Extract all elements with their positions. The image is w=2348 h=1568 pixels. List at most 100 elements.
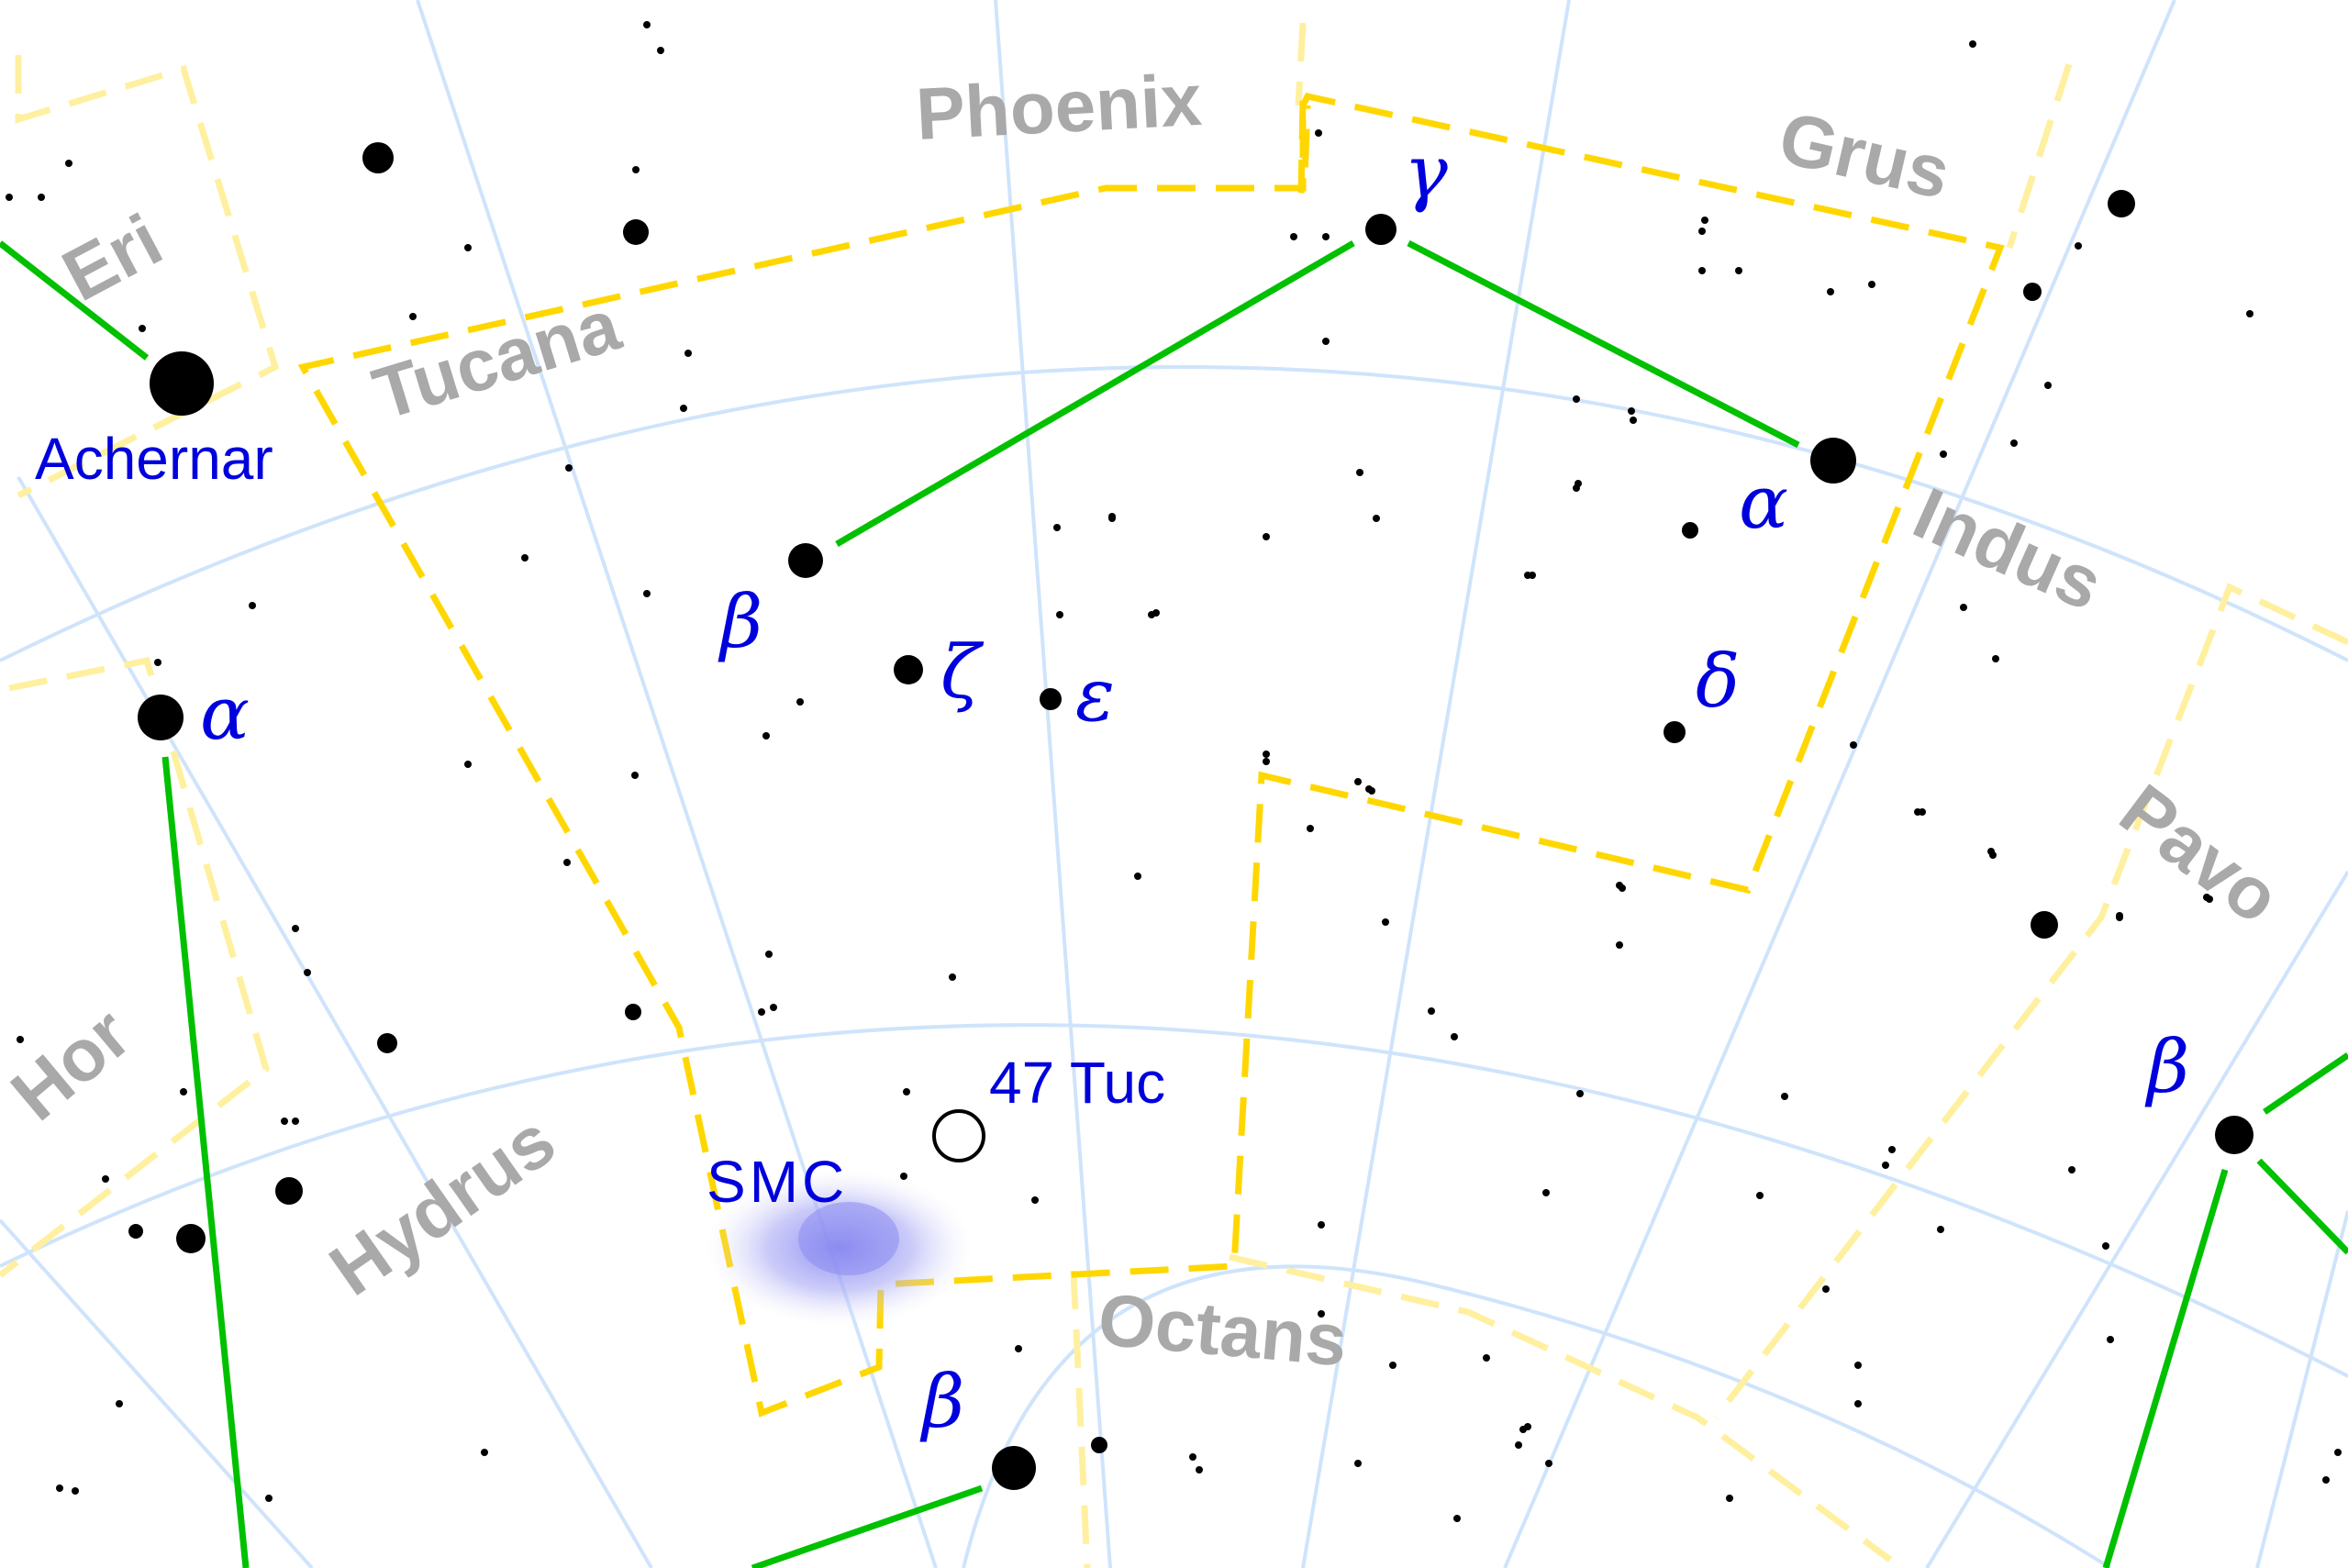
faint-star xyxy=(249,602,256,609)
star-medium xyxy=(275,1177,303,1205)
star-medium xyxy=(1682,522,1698,539)
neighbor-boundaries xyxy=(0,22,2348,1568)
label-epsilon-tuc: ε xyxy=(1075,652,1115,738)
faint-star xyxy=(1827,288,1834,295)
faint-star xyxy=(1619,884,1626,892)
faint-star xyxy=(657,47,664,54)
faint-star xyxy=(292,925,299,932)
octans-pavo-boundary xyxy=(1070,1270,1091,1568)
stick-eri xyxy=(0,240,150,361)
stick-gamma-alpha xyxy=(1407,239,1800,449)
faint-star xyxy=(1382,918,1389,926)
star-medium xyxy=(362,142,394,173)
label-beta-tuc: β xyxy=(718,579,762,664)
label-alpha-hyi: α xyxy=(200,671,250,756)
faint-star xyxy=(1524,1423,1531,1430)
faint-star xyxy=(1726,1495,1733,1502)
constellation-lines xyxy=(0,239,2348,1568)
faint-star xyxy=(1015,1345,1022,1352)
faint-star xyxy=(102,1175,109,1183)
faint-star xyxy=(265,1495,273,1502)
star-medium xyxy=(623,219,649,245)
faint-star xyxy=(1735,267,1742,274)
faint-star xyxy=(2322,1476,2330,1484)
faint-stars xyxy=(6,21,2342,1522)
faint-star xyxy=(1373,515,1380,522)
label-hor: Hor xyxy=(0,992,145,1136)
faint-star xyxy=(900,1173,907,1180)
faint-star xyxy=(17,1036,24,1043)
faint-star xyxy=(1919,808,1926,816)
star-gamma-tuc xyxy=(1365,214,1397,245)
star-alpha-hyi xyxy=(138,695,184,740)
faint-star xyxy=(154,659,161,666)
faint-star xyxy=(281,1118,288,1125)
faint-star xyxy=(1960,604,1967,611)
faint-star xyxy=(1134,873,1141,880)
faint-star xyxy=(1515,1441,1522,1449)
stick-hydrus-beta xyxy=(751,1485,984,1568)
faint-star xyxy=(1189,1453,1196,1461)
faint-star xyxy=(903,1088,910,1095)
faint-star xyxy=(2044,382,2052,389)
eridanus-boundary xyxy=(15,55,280,499)
label-delta-tuc: δ xyxy=(1696,639,1740,724)
label-smc: SMC xyxy=(707,1149,848,1215)
star-medium xyxy=(2031,911,2058,939)
stick-pavo-1 xyxy=(2263,1052,2348,1115)
faint-star xyxy=(1263,751,1270,758)
faint-star xyxy=(949,973,956,981)
faint-star xyxy=(1940,450,1947,458)
faint-star xyxy=(1616,941,1623,949)
faint-star xyxy=(1868,281,1875,288)
star-beta-hyi xyxy=(992,1446,1036,1490)
grid-ra-line-1 xyxy=(416,0,938,1568)
faint-star xyxy=(1854,1362,1862,1369)
star-alpha-tuc xyxy=(1810,438,1856,484)
grid-dec-circle-1 xyxy=(0,365,2348,662)
faint-star xyxy=(1573,484,1580,492)
faint-star xyxy=(1290,233,1297,240)
faint-star xyxy=(762,732,770,740)
faint-star xyxy=(2107,1336,2114,1343)
faint-star xyxy=(1576,1090,1584,1097)
star-epsilon-tuc xyxy=(1040,688,1062,710)
faint-star xyxy=(1318,1310,1325,1318)
horologium-boundary xyxy=(0,656,271,1278)
stick-pavo-3 xyxy=(2102,1168,2229,1568)
faint-star xyxy=(72,1487,79,1495)
star-beta-pav xyxy=(2215,1116,2253,1154)
faint-star xyxy=(1389,1362,1397,1369)
faint-star xyxy=(1992,655,1999,662)
faint-star xyxy=(565,464,573,472)
grid-dec-circle-3 xyxy=(962,1264,2112,1568)
faint-star xyxy=(684,350,692,357)
faint-star xyxy=(2068,1166,2075,1173)
star-medium xyxy=(377,1033,397,1053)
faint-star xyxy=(139,325,146,332)
faint-star xyxy=(1483,1354,1490,1362)
faint-star xyxy=(304,969,311,976)
faint-star xyxy=(1318,1221,1325,1229)
label-alpha-tuc: α xyxy=(1739,460,1788,545)
faint-star xyxy=(1822,1285,1830,1293)
faint-star xyxy=(2116,914,2123,921)
label-phoenix: Phoenix xyxy=(914,59,1203,155)
faint-star xyxy=(1882,1162,1889,1169)
faint-star xyxy=(1854,1400,1862,1407)
label-pavo: Pavo xyxy=(2106,768,2295,939)
label-beta-pav: β xyxy=(2144,1024,2189,1109)
faint-star xyxy=(2206,895,2213,903)
faint-star xyxy=(1987,848,1995,855)
faint-star xyxy=(521,554,529,562)
faint-star xyxy=(6,194,13,201)
faint-star xyxy=(1701,217,1708,224)
faint-star xyxy=(56,1485,63,1492)
faint-star xyxy=(680,405,687,412)
faint-star xyxy=(1365,785,1373,793)
faint-star xyxy=(1322,233,1330,240)
faint-star xyxy=(1322,338,1330,345)
faint-star xyxy=(1937,1226,1944,1233)
